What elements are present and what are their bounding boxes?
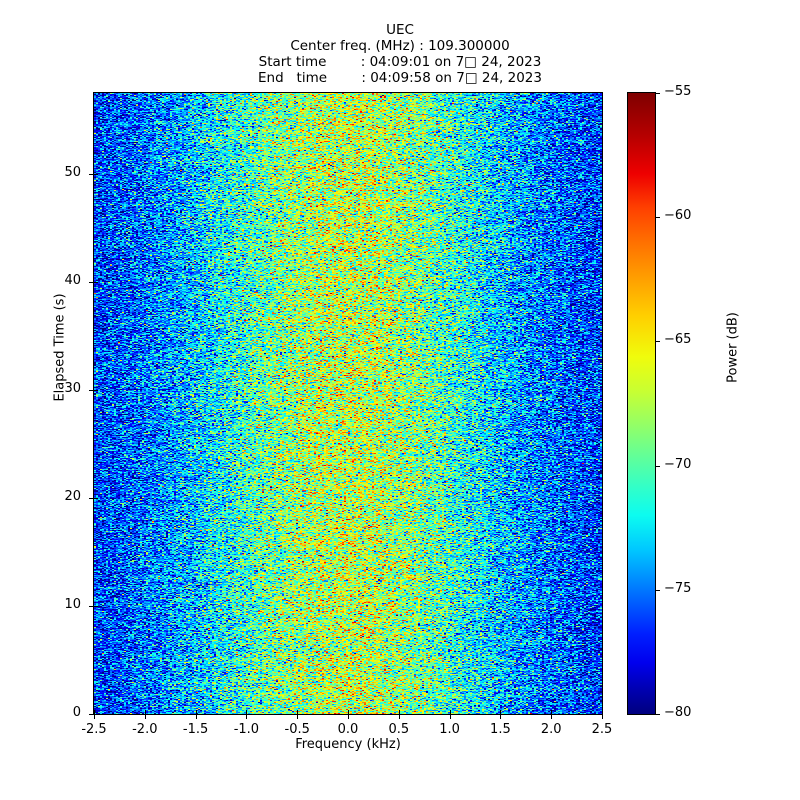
colorbar-gradient xyxy=(628,93,655,714)
x-tick-mark-inner xyxy=(94,710,95,714)
colorbar-tick-label: −55 xyxy=(664,84,692,99)
x-tick-mark xyxy=(551,715,552,719)
x-tick-mark-inner xyxy=(297,710,298,714)
y-tick-mark xyxy=(89,390,93,391)
colorbar-tick-label: −60 xyxy=(664,208,692,224)
x-tick-label: -1.5 xyxy=(182,722,209,737)
x-tick-mark xyxy=(348,715,349,719)
x-tick-label: -2.0 xyxy=(132,722,158,737)
title-line-center-freq: Center freq. (MHz) : 109.300000 xyxy=(290,38,510,54)
title-line-end-time: End time : 04:09:58 on 7□ 24, 2023 xyxy=(258,70,542,86)
colorbar-tick-mark xyxy=(656,466,660,467)
x-tick-mark xyxy=(145,715,146,719)
y-tick-mark xyxy=(89,174,93,175)
colorbar-tick-mark xyxy=(656,217,660,218)
colorbar-tick-label: −70 xyxy=(664,456,692,472)
y-tick-label: 10 xyxy=(64,597,81,612)
y-axis-label: Elapsed Time (s) xyxy=(52,293,68,402)
x-tick-mark-inner xyxy=(551,710,552,714)
x-tick-mark xyxy=(450,715,451,719)
y-tick-mark-inner xyxy=(94,498,98,499)
x-tick-label: 0.5 xyxy=(388,722,410,737)
spectrogram-heatmap xyxy=(94,93,602,714)
y-tick-mark-inner xyxy=(94,174,98,175)
x-tick-mark xyxy=(602,715,603,719)
x-tick-mark-inner xyxy=(246,710,247,714)
spectrogram-axes xyxy=(93,92,603,715)
x-tick-label: 1.5 xyxy=(490,722,511,737)
colorbar-tick-label: −75 xyxy=(664,580,692,596)
y-tick-label: 0 xyxy=(72,705,81,720)
x-tick-mark-inner xyxy=(602,710,603,714)
x-tick-mark xyxy=(246,715,247,719)
x-tick-mark-inner xyxy=(348,710,349,714)
x-tick-mark-inner xyxy=(145,710,146,714)
y-tick-label: 40 xyxy=(64,273,81,288)
x-tick-mark xyxy=(500,715,501,719)
x-tick-label: 2.5 xyxy=(591,722,613,737)
y-tick-mark-inner xyxy=(94,606,98,607)
y-tick-label: 20 xyxy=(64,489,81,504)
colorbar-tick-mark xyxy=(656,93,660,94)
x-tick-mark-inner xyxy=(450,710,451,714)
y-tick-mark xyxy=(89,606,93,607)
y-tick-mark-inner xyxy=(94,390,98,391)
colorbar-label: Power (dB) xyxy=(725,312,741,383)
x-tick-label: -1.0 xyxy=(233,722,260,737)
x-tick-mark xyxy=(399,715,400,719)
y-tick-mark xyxy=(89,498,93,499)
title-line-start-time: Start time : 04:09:01 on 7□ 24, 2023 xyxy=(258,54,542,70)
x-tick-label: -2.5 xyxy=(81,722,107,737)
x-tick-mark xyxy=(94,715,95,719)
x-tick-mark-inner xyxy=(399,710,400,714)
colorbar-tick-mark xyxy=(656,714,660,715)
colorbar xyxy=(627,92,656,715)
colorbar-tick-mark xyxy=(656,341,660,342)
x-tick-label: 0.0 xyxy=(337,722,359,737)
x-tick-mark xyxy=(196,715,197,719)
y-tick-mark xyxy=(89,714,93,715)
y-tick-label: 30 xyxy=(64,381,81,396)
colorbar-tick-mark xyxy=(656,590,660,591)
title-line-station: UEC xyxy=(386,22,414,38)
x-tick-label: -0.5 xyxy=(284,722,310,737)
x-tick-label: 2.0 xyxy=(540,722,562,737)
y-tick-mark-inner xyxy=(94,282,98,283)
figure-title-block: UEC Center freq. (MHz) : 109.300000 Star… xyxy=(0,22,800,86)
colorbar-tick-label: −65 xyxy=(664,332,692,348)
x-tick-mark-inner xyxy=(196,710,197,714)
x-axis-label: Frequency (kHz) xyxy=(295,737,401,752)
x-tick-mark-inner xyxy=(500,710,501,714)
colorbar-tick-label: −80 xyxy=(664,705,692,720)
y-tick-mark xyxy=(89,282,93,283)
x-tick-label: 1.0 xyxy=(439,722,460,737)
y-tick-mark-inner xyxy=(94,714,98,715)
x-tick-mark xyxy=(297,715,298,719)
y-tick-label: 50 xyxy=(64,165,81,180)
